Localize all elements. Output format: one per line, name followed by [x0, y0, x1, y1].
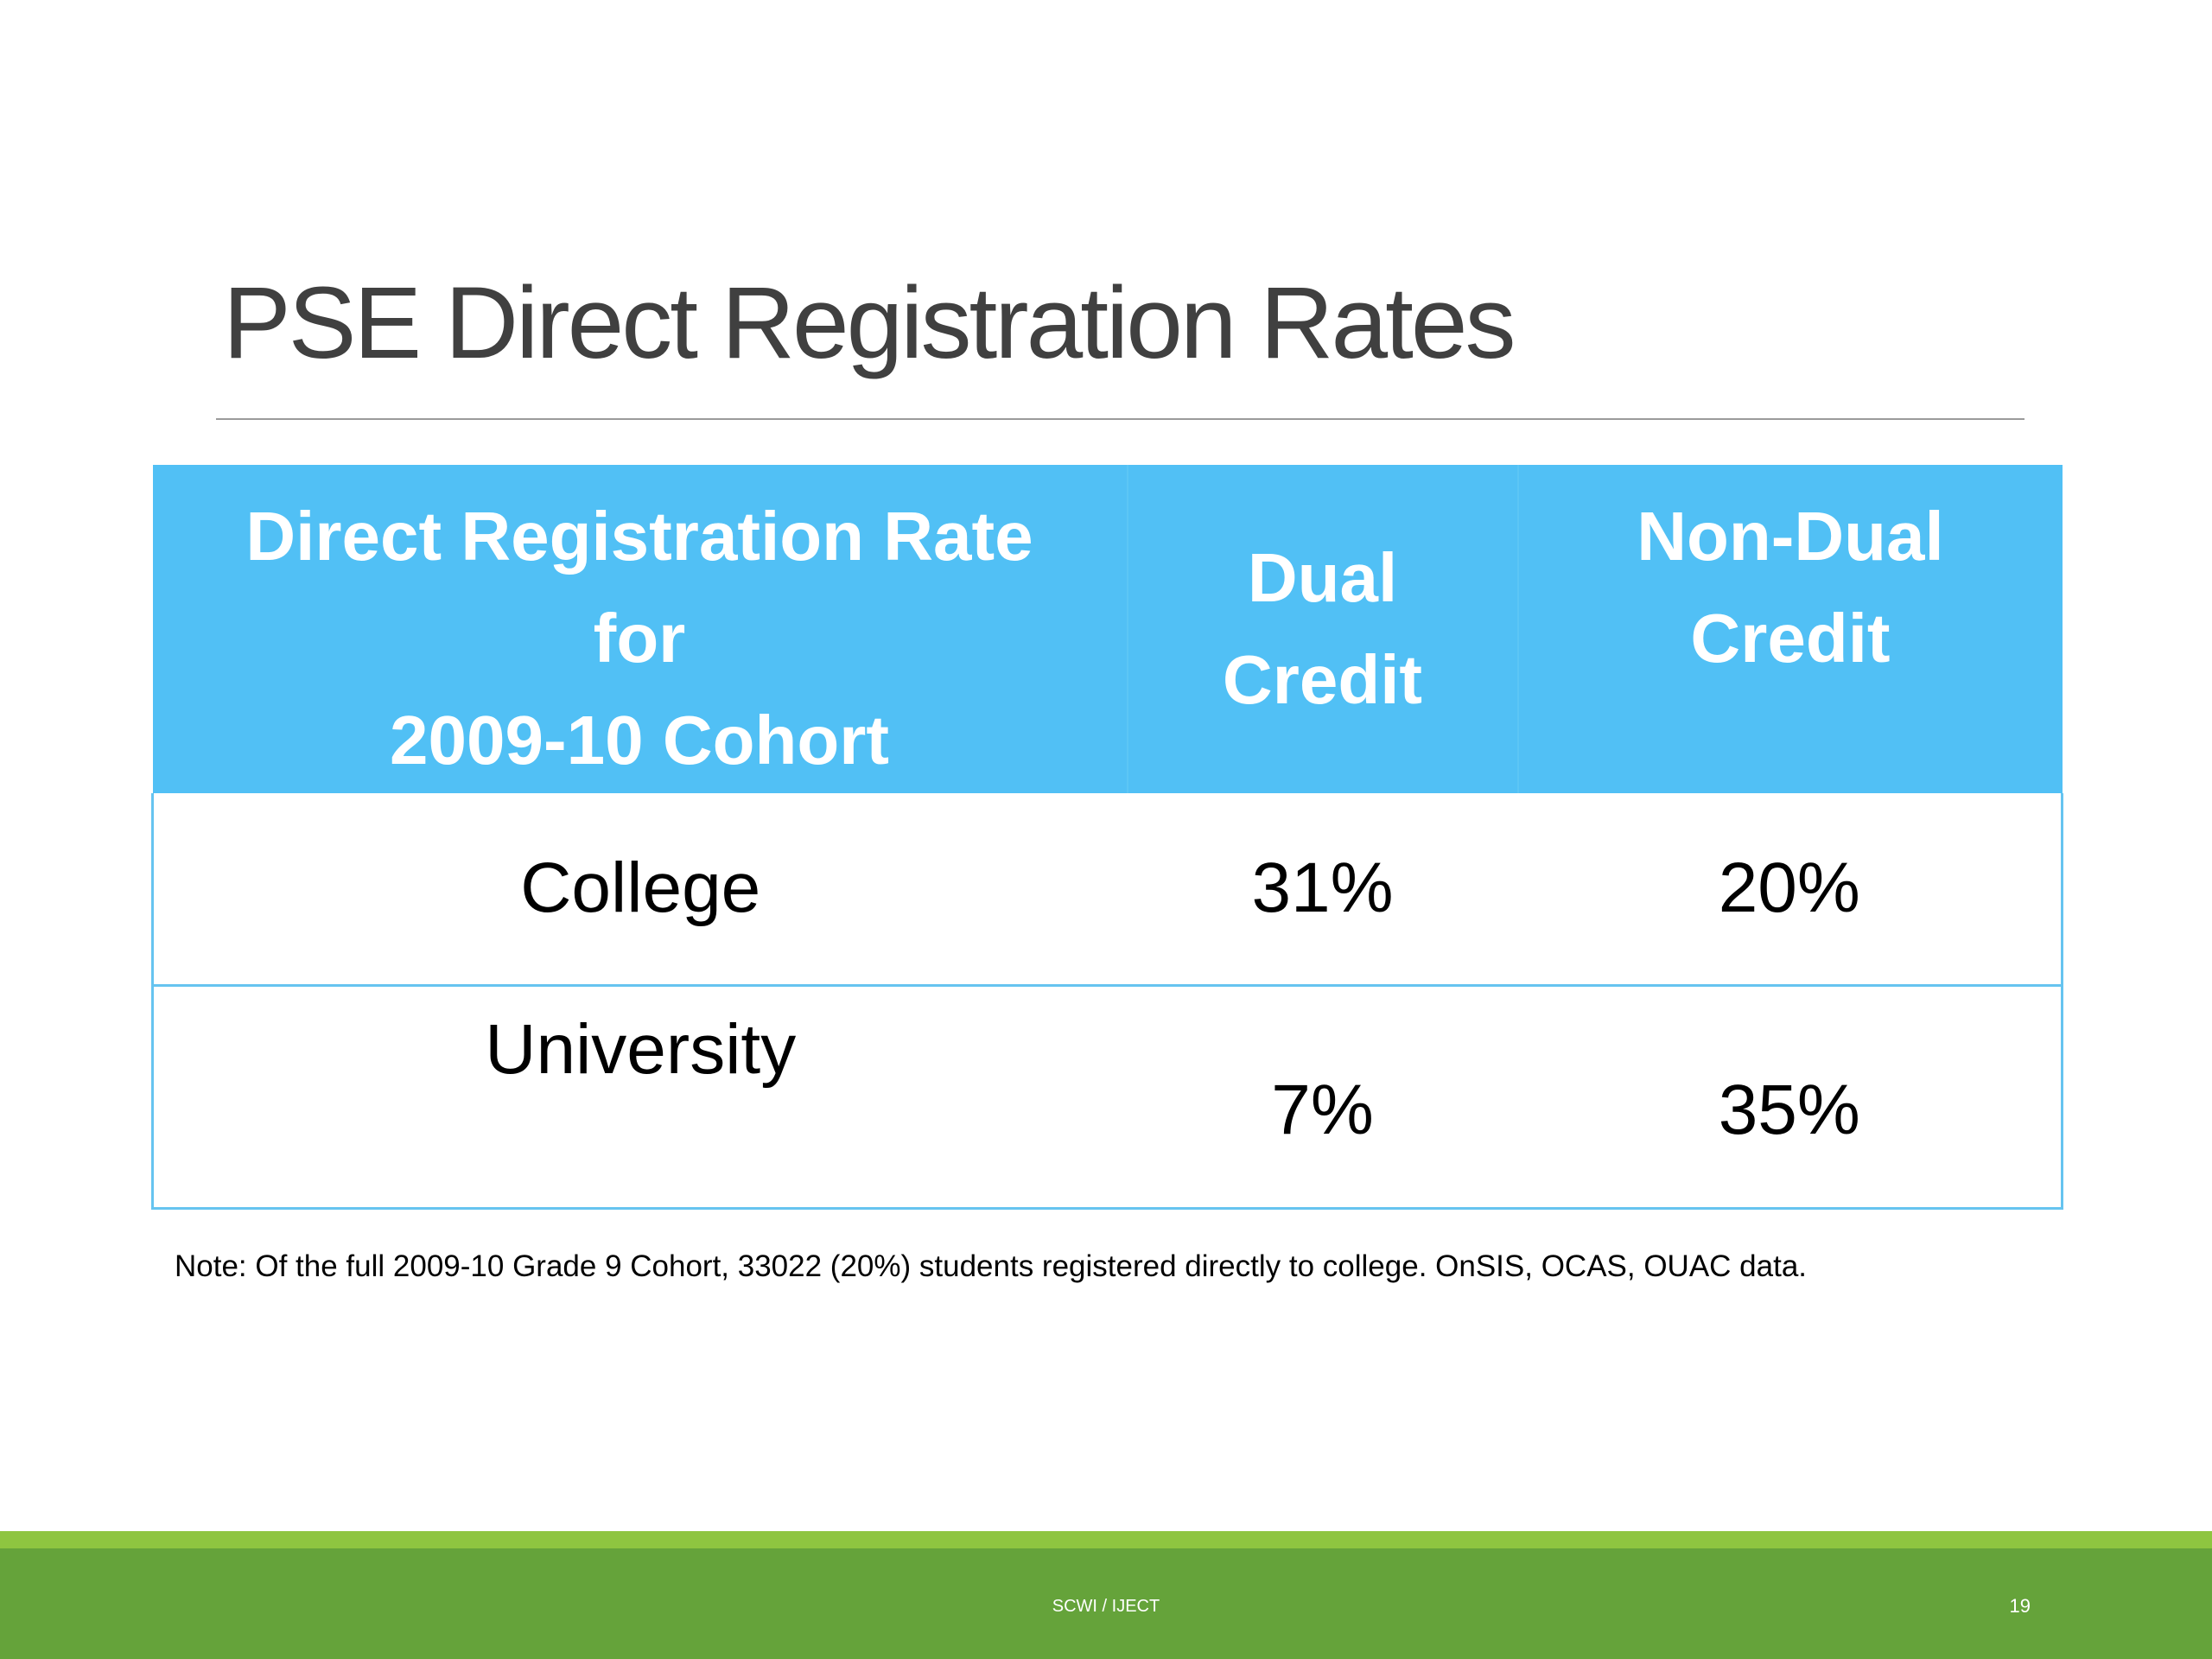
footer-text: SCWI / IJECT: [1052, 1597, 1160, 1616]
row-label: College: [152, 793, 1128, 987]
header-line: Credit: [1690, 600, 1891, 677]
slide-title: PSE Direct Registration Rates: [223, 266, 1516, 380]
header-line: Direct Registration Rate: [245, 498, 1033, 575]
page-number: 19: [2009, 1595, 2031, 1617]
header-direct-registration-rate: Direct Registration Rate for 2009-10 Coh…: [152, 465, 1128, 793]
dual-credit-value: 31%: [1127, 793, 1518, 987]
table-row-college: College 31% 20%: [152, 793, 2063, 987]
non-dual-credit-value: 35%: [1517, 985, 2063, 1210]
registration-rates-table: Direct Registration Rate for 2009-10 Coh…: [151, 465, 2063, 1210]
source-note: Note: Of the full 2009-10 Grade 9 Cohort…: [175, 1249, 1808, 1283]
dual-credit-value: 7%: [1127, 985, 1518, 1210]
header-line: Credit: [1222, 641, 1423, 718]
header-line: Non-Dual: [1637, 498, 1944, 575]
table-row-university: University 7% 35%: [152, 985, 2063, 1210]
header-line: Dual: [1247, 539, 1398, 616]
title-divider: [216, 418, 2024, 420]
header-dual-credit: Dual Credit: [1127, 465, 1519, 793]
header-line: 2009-10 Cohort: [390, 702, 889, 779]
row-label: University: [152, 985, 1128, 1210]
non-dual-credit-value: 20%: [1517, 793, 2063, 987]
header-non-dual-credit: Non-Dual Credit: [1517, 465, 2063, 793]
footer-accent-stripe: [0, 1531, 2212, 1548]
footer-bar: [0, 1531, 2212, 1659]
header-line: for: [593, 600, 686, 677]
table-header-row: Direct Registration Rate for 2009-10 Coh…: [152, 465, 2063, 793]
